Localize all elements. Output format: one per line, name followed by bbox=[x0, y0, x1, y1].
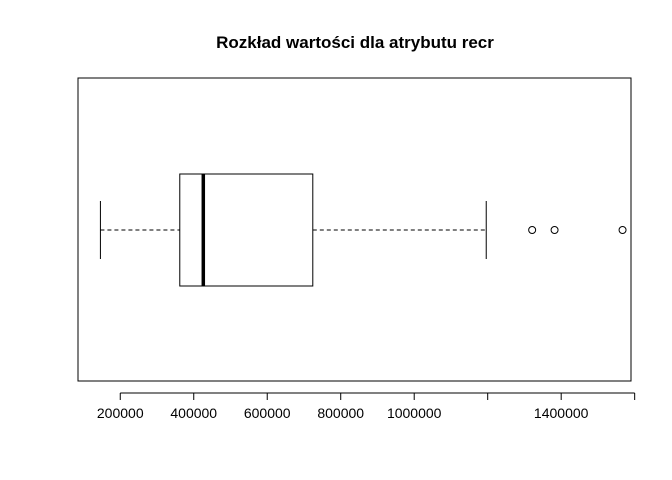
x-tick-label: 800000 bbox=[317, 405, 364, 421]
x-tick-label: 200000 bbox=[97, 405, 144, 421]
box-plot bbox=[99, 173, 627, 287]
chart-title: Rozkład wartości dla atrybutu recr bbox=[216, 33, 494, 52]
x-tick-label: 600000 bbox=[244, 405, 291, 421]
plot-frame bbox=[77, 77, 632, 382]
x-tick-label: 1400000 bbox=[534, 405, 589, 421]
x-tick-label: 1000000 bbox=[387, 405, 442, 421]
outlier-point bbox=[550, 226, 559, 234]
x-tick-label: 400000 bbox=[170, 405, 217, 421]
outlier-point bbox=[528, 226, 537, 234]
x-axis: 200000 400000 600000 800000 1000000 1400000 bbox=[97, 392, 636, 421]
outlier-point bbox=[618, 226, 627, 234]
iqr-box bbox=[179, 173, 314, 287]
